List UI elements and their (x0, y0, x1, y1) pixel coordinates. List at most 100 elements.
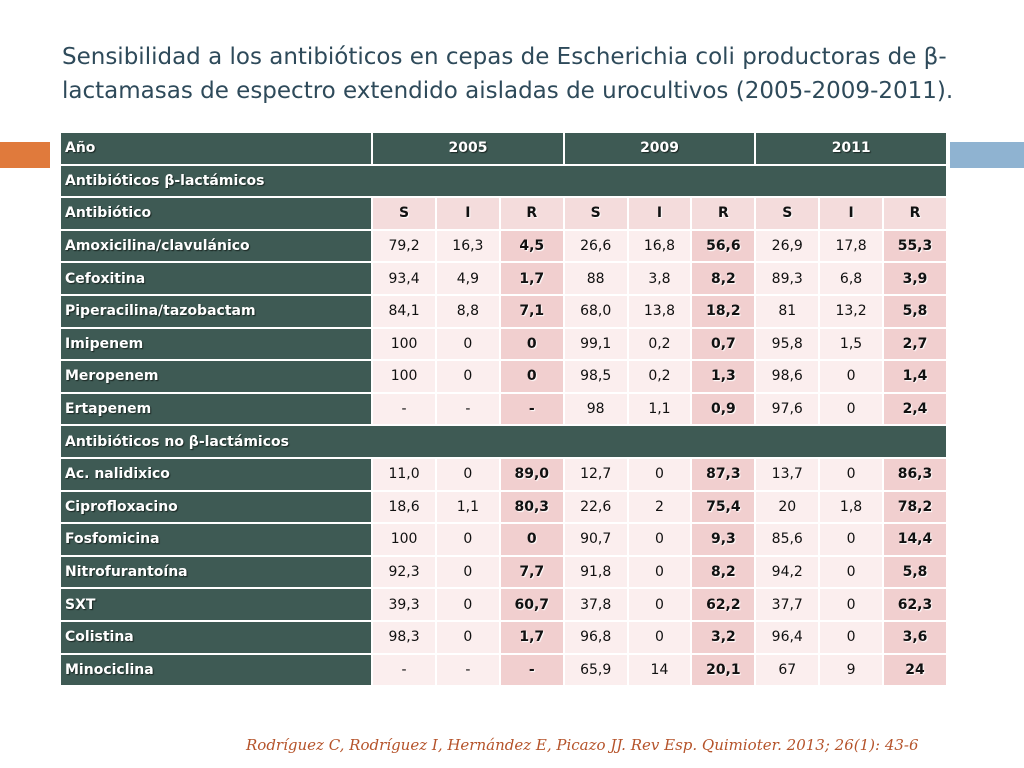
resistance-cell: 89,0 (500, 458, 563, 490)
value-cell: 1,5 (820, 328, 882, 360)
value-cell: 0 (820, 458, 882, 490)
value-cell: 0 (436, 556, 499, 588)
table-row: Fosfomicina 100 0 0 90,7 0 9,3 85,6 0 14,4 (61, 524, 946, 555)
value-cell: 0 (436, 524, 499, 555)
table-row: Imipenem 100 0 0 99,1 0,2 0,7 95,8 1,5 2,7 (61, 328, 946, 360)
resistance-cell: 4,5 (500, 230, 563, 262)
resistance-cell: 1,4 (883, 361, 946, 392)
value-cell: 65,9 (564, 654, 627, 686)
resistance-cell: 80,3 (500, 491, 563, 523)
antibiotic-name: Piperacilina/tazobactam (61, 295, 372, 327)
value-cell: 0 (628, 589, 691, 620)
year-header-label: Año (61, 133, 372, 164)
value-cell: 84,1 (373, 295, 435, 327)
resistance-cell: 7,1 (500, 295, 563, 327)
section-title-non-beta-lactam: Antibióticos no β-lactámicos (61, 426, 946, 457)
sub-header-cell: I (820, 198, 882, 229)
antibiotic-name: Amoxicilina/clavulánico (61, 230, 372, 262)
resistance-cell: 14,4 (883, 524, 946, 555)
value-cell: 90,7 (564, 524, 627, 555)
value-cell: 0 (628, 556, 691, 588)
value-cell: 13,8 (628, 295, 691, 327)
value-cell: - (373, 654, 435, 686)
antibiotic-name: Fosfomicina (61, 524, 372, 555)
value-cell: 0,2 (628, 328, 691, 360)
value-cell: 0 (436, 589, 499, 620)
value-cell: 100 (373, 524, 435, 555)
resistance-cell: 8,2 (692, 263, 755, 294)
value-cell: 81 (756, 295, 819, 327)
resistance-cell: 3,2 (692, 621, 755, 653)
resistance-cell: 2,4 (883, 393, 946, 425)
sub-header-cell: R (692, 198, 755, 229)
value-cell: 16,8 (628, 230, 691, 262)
value-cell: 17,8 (820, 230, 882, 262)
value-cell: 93,4 (373, 263, 435, 294)
value-cell: 79,2 (373, 230, 435, 262)
sub-header-cell: R (500, 198, 563, 229)
value-cell: 1,8 (820, 491, 882, 523)
value-cell: 89,3 (756, 263, 819, 294)
value-cell: 100 (373, 361, 435, 392)
sub-header-cell: I (628, 198, 691, 229)
resistance-cell: 3,6 (883, 621, 946, 653)
resistance-cell: 60,7 (500, 589, 563, 620)
antibiotic-name: Cefoxitina (61, 263, 372, 294)
antibiotic-name: Meropenem (61, 361, 372, 392)
table-row: Cefoxitina 93,4 4,9 1,7 88 3,8 8,2 89,3 6,8 3,9 (61, 263, 946, 294)
resistance-cell: 86,3 (883, 458, 946, 490)
resistance-cell: 87,3 (692, 458, 755, 490)
year-header-2011: 2011 (756, 133, 946, 164)
value-cell: 8,8 (436, 295, 499, 327)
section-row-beta-lactam: Antibióticos β-lactámicos (61, 165, 946, 197)
section-row-non-beta-lactam: Antibióticos no β-lactámicos (61, 426, 946, 457)
resistance-cell: 0 (500, 328, 563, 360)
year-header-2005: 2005 (373, 133, 563, 164)
resistance-cell: 18,2 (692, 295, 755, 327)
value-cell: 26,9 (756, 230, 819, 262)
value-cell: 2 (628, 491, 691, 523)
value-cell: 1,1 (628, 393, 691, 425)
value-cell: 91,8 (564, 556, 627, 588)
value-cell: 9 (820, 654, 882, 686)
value-cell: 67 (756, 654, 819, 686)
value-cell: 96,8 (564, 621, 627, 653)
value-cell: 37,8 (564, 589, 627, 620)
value-cell: 0 (820, 589, 882, 620)
resistance-cell: 5,8 (883, 295, 946, 327)
sub-header-cell: S (373, 198, 435, 229)
value-cell: 0 (436, 458, 499, 490)
resistance-cell: - (500, 654, 563, 686)
antibiotic-name: Imipenem (61, 328, 372, 360)
value-cell: 0 (820, 524, 882, 555)
value-cell: 39,3 (373, 589, 435, 620)
value-cell: 97,6 (756, 393, 819, 425)
antibiotic-name: Ertapenem (61, 393, 372, 425)
resistance-cell: 0 (500, 524, 563, 555)
resistance-cell: 24 (883, 654, 946, 686)
table-row: Amoxicilina/clavulánico 79,2 16,3 4,5 26,6 16… (61, 230, 946, 262)
value-cell: 95,8 (756, 328, 819, 360)
value-cell: 4,9 (436, 263, 499, 294)
resistance-cell: 9,3 (692, 524, 755, 555)
table-row: Meropenem 100 0 0 98,5 0,2 1,3 98,6 0 1,4 (61, 361, 946, 392)
sub-header-cell: I (436, 198, 499, 229)
value-cell: 0 (628, 524, 691, 555)
resistance-cell: 56,6 (692, 230, 755, 262)
value-cell: 37,7 (756, 589, 819, 620)
table-row: Ac. nalidixico 11,0 0 89,0 12,7 0 87,3 13,7 0 86,… (61, 458, 946, 490)
value-cell: 98,3 (373, 621, 435, 653)
value-cell: 18,6 (373, 491, 435, 523)
value-cell: 0 (820, 393, 882, 425)
resistance-cell: 5,8 (883, 556, 946, 588)
value-cell: 0 (436, 361, 499, 392)
antibiotic-name: Minociclina (61, 654, 372, 686)
resistance-cell: 1,7 (500, 263, 563, 294)
value-cell: 6,8 (820, 263, 882, 294)
resistance-cell: 75,4 (692, 491, 755, 523)
value-cell: - (436, 393, 499, 425)
table-row: Colistina 98,3 0 1,7 96,8 0 3,2 96,4 0 3,6 (61, 621, 946, 653)
value-cell: - (436, 654, 499, 686)
value-cell: 0 (820, 621, 882, 653)
